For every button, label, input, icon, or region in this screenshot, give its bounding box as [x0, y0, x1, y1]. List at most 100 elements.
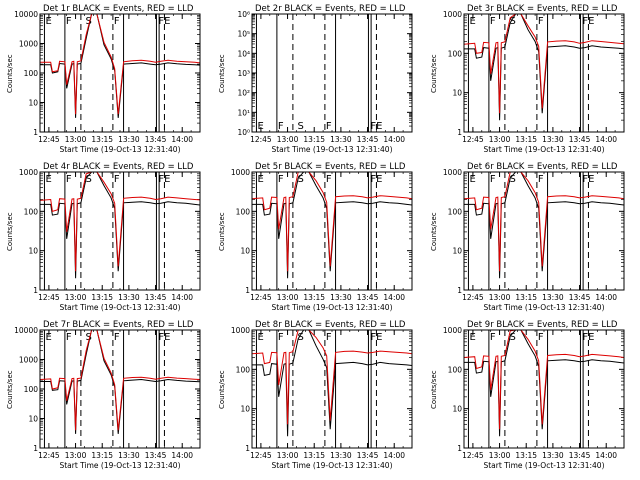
marker-label-e: E — [257, 332, 263, 343]
y-tick-label: 100 — [448, 207, 463, 216]
x-tick-label: 14:00 — [171, 293, 193, 302]
y-tick-label: 1000 — [19, 168, 38, 177]
x-tick-label: 13:30 — [542, 451, 564, 460]
marker-label-fe: FE — [370, 121, 382, 132]
series-line-lld — [40, 172, 200, 272]
plot-frame — [251, 329, 413, 449]
y-tick-label: 1000 — [19, 40, 38, 49]
series-line-lld — [464, 330, 624, 430]
y-tick-label: 1 — [33, 128, 38, 137]
marker-label-f: F — [278, 174, 284, 185]
x-tick-label: 13:15 — [515, 293, 537, 302]
marker-label-f: F — [326, 121, 332, 132]
y-axis-label: Counts/sec — [430, 54, 438, 93]
marker-label-s: S — [85, 174, 91, 185]
y-tick-label: 1 — [33, 444, 38, 453]
x-tick-label: 12:45 — [462, 135, 484, 144]
x-tick-label: 13:30 — [330, 293, 352, 302]
marker-label-f: F — [490, 16, 496, 27]
x-tick-label: 12:45 — [38, 135, 60, 144]
x-tick-label: 13:45 — [145, 451, 167, 460]
x-axis-label: Start Time (19-Oct-13 12:31:40) — [483, 461, 604, 470]
marker-label-f: F — [326, 332, 332, 343]
plot-frame — [39, 13, 201, 133]
y-tick-label: 10⁰ — [237, 128, 250, 137]
y-tick-label: 10⁵ — [237, 30, 250, 39]
x-tick-label: 12:45 — [250, 135, 272, 144]
x-tick-label: 13:30 — [330, 135, 352, 144]
y-tick-label: 1000 — [443, 168, 462, 177]
plot-frame — [39, 329, 201, 449]
x-tick-label: 14:00 — [383, 451, 405, 460]
marker-label-f: F — [490, 332, 496, 343]
series-line-lld — [464, 172, 624, 272]
x-tick-label: 13:45 — [569, 451, 591, 460]
x-axis-label: Start Time (19-Oct-13 12:31:40) — [271, 145, 392, 154]
marker-label-s: S — [509, 16, 515, 27]
x-tick-label: 13:45 — [357, 451, 379, 460]
panel-title: Det 1r BLACK = Events, RED = LLD — [43, 4, 194, 14]
x-tick-label: 13:45 — [357, 135, 379, 144]
marker-label-f: F — [490, 174, 496, 185]
x-tick-label: 13:00 — [489, 451, 511, 460]
plot-frame — [251, 13, 413, 133]
series-line-lld — [40, 14, 200, 115]
x-tick-label: 13:15 — [303, 451, 325, 460]
y-axis-label: Counts/sec — [6, 54, 14, 93]
y-tick-label: 10 — [240, 247, 250, 256]
y-tick-label: 1000 — [443, 326, 462, 335]
x-tick-label: 13:00 — [277, 293, 299, 302]
x-tick-label: 13:45 — [357, 293, 379, 302]
panel-det-8r: Det 8r BLACK = Events, RED = LLD Counts/s… — [218, 320, 413, 470]
marker-label-fe: FE — [158, 332, 170, 343]
marker-label-e: E — [45, 16, 51, 27]
y-axis-label: Counts/sec — [6, 370, 14, 409]
y-tick-label: 10 — [28, 99, 38, 108]
x-tick-label: 13:30 — [542, 135, 564, 144]
x-tick-label: 13:15 — [303, 135, 325, 144]
marker-label-s: S — [297, 332, 303, 343]
x-tick-label: 12:45 — [462, 451, 484, 460]
y-tick-label: 1 — [245, 444, 250, 453]
x-tick-label: 13:00 — [489, 135, 511, 144]
marker-label-f: F — [538, 16, 544, 27]
x-axis-label: Start Time (19-Oct-13 12:31:40) — [483, 145, 604, 154]
panel-title: Det 8r BLACK = Events, RED = LLD — [255, 320, 406, 330]
y-tick-label: 10000 — [14, 326, 38, 335]
marker-label-s: S — [85, 332, 91, 343]
marker-label-f: F — [278, 332, 284, 343]
marker-label-s: S — [509, 332, 515, 343]
x-tick-label: 13:30 — [118, 135, 140, 144]
marker-label-fe: FE — [370, 332, 382, 343]
marker-label-f: F — [538, 332, 544, 343]
x-tick-label: 13:30 — [542, 293, 564, 302]
x-axis-label: Start Time (19-Oct-13 12:31:40) — [59, 303, 180, 312]
x-tick-label: 13:45 — [145, 293, 167, 302]
x-tick-label: 13:15 — [303, 293, 325, 302]
x-tick-label: 13:00 — [489, 293, 511, 302]
panel-det-4r: Det 4r BLACK = Events, RED = LLD Counts/s… — [6, 162, 201, 312]
x-tick-label: 12:45 — [462, 293, 484, 302]
x-tick-label: 12:45 — [250, 451, 272, 460]
series-line-lld — [464, 14, 624, 114]
plot-frame — [463, 171, 625, 291]
y-axis-label: Counts/sec — [218, 54, 226, 93]
x-tick-label: 14:00 — [171, 451, 193, 460]
x-tick-label: 13:00 — [65, 135, 87, 144]
series-line-events — [40, 172, 200, 279]
x-tick-label: 13:45 — [569, 293, 591, 302]
x-tick-label: 13:15 — [515, 135, 537, 144]
x-tick-label: 14:00 — [595, 293, 617, 302]
marker-label-s: S — [509, 174, 515, 185]
marker-label-fe: FE — [582, 174, 594, 185]
y-tick-label: 10 — [452, 247, 462, 256]
x-tick-label: 13:45 — [145, 135, 167, 144]
y-axis-label: Counts/sec — [430, 370, 438, 409]
marker-label-fe: FE — [582, 16, 594, 27]
y-tick-label: 10 — [28, 415, 38, 424]
y-tick-label: 1000 — [231, 326, 250, 335]
marker-label-f: F — [114, 174, 120, 185]
x-tick-label: 12:45 — [250, 293, 272, 302]
plot-frame — [463, 13, 625, 133]
x-axis-label: Start Time (19-Oct-13 12:31:40) — [483, 303, 604, 312]
